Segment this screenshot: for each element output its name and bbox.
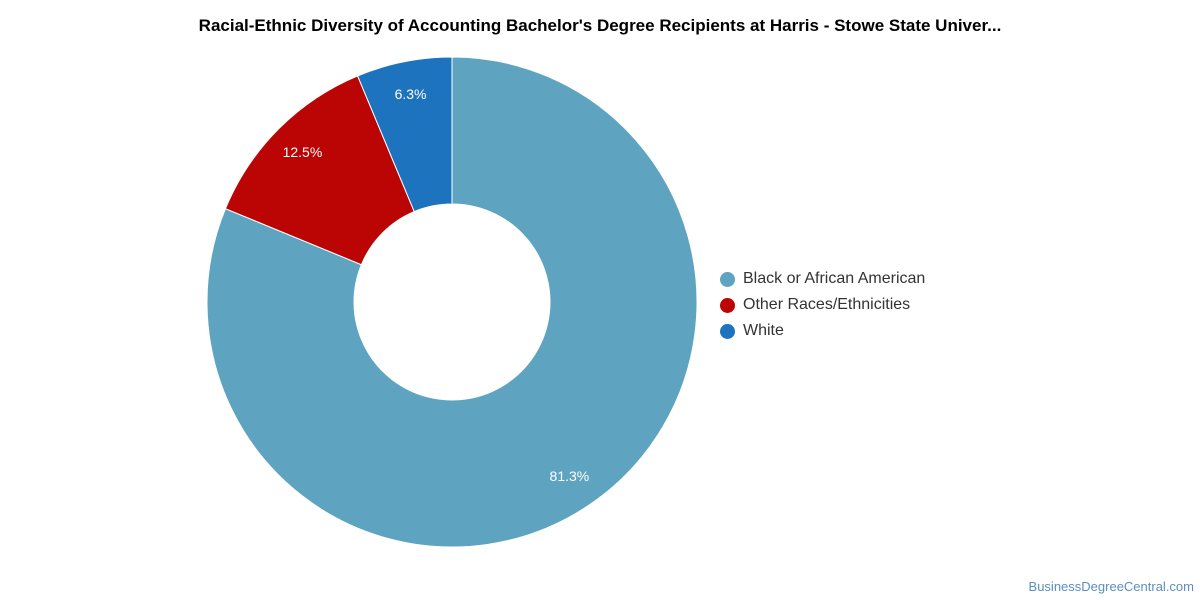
slice-label-2: 6.3%: [395, 86, 427, 102]
slice-0[interactable]: [206, 56, 698, 548]
legend-label-1: Other Races/Ethnicities: [743, 296, 911, 313]
legend-swatch-2: [720, 323, 735, 339]
legend-item-1[interactable]: Other Races/Ethnicities: [720, 292, 925, 318]
chart-title: Racial-Ethnic Diversity of Accounting Ba…: [198, 16, 1002, 35]
watermark[interactable]: BusinessDegreeCentral.com: [1028, 579, 1194, 594]
slice-label-1: 12.5%: [283, 144, 323, 160]
legend-swatch-0: [720, 271, 735, 287]
labels-group: 81.3% 12.5% 6.3%: [283, 86, 590, 484]
legend: Black or African American Other Races/Eth…: [720, 266, 925, 344]
legend-label-2: White: [743, 322, 784, 339]
slice-2[interactable]: [356, 56, 453, 213]
legend-item-0[interactable]: Black or African American: [720, 266, 925, 292]
slice-1[interactable]: [224, 75, 415, 266]
slice-label-0: 81.3%: [550, 468, 590, 484]
legend-item-2[interactable]: White: [720, 318, 925, 344]
legend-label-0: Black or African American: [743, 270, 926, 287]
legend-swatch-1: [720, 297, 735, 313]
slices-group: [206, 56, 698, 548]
